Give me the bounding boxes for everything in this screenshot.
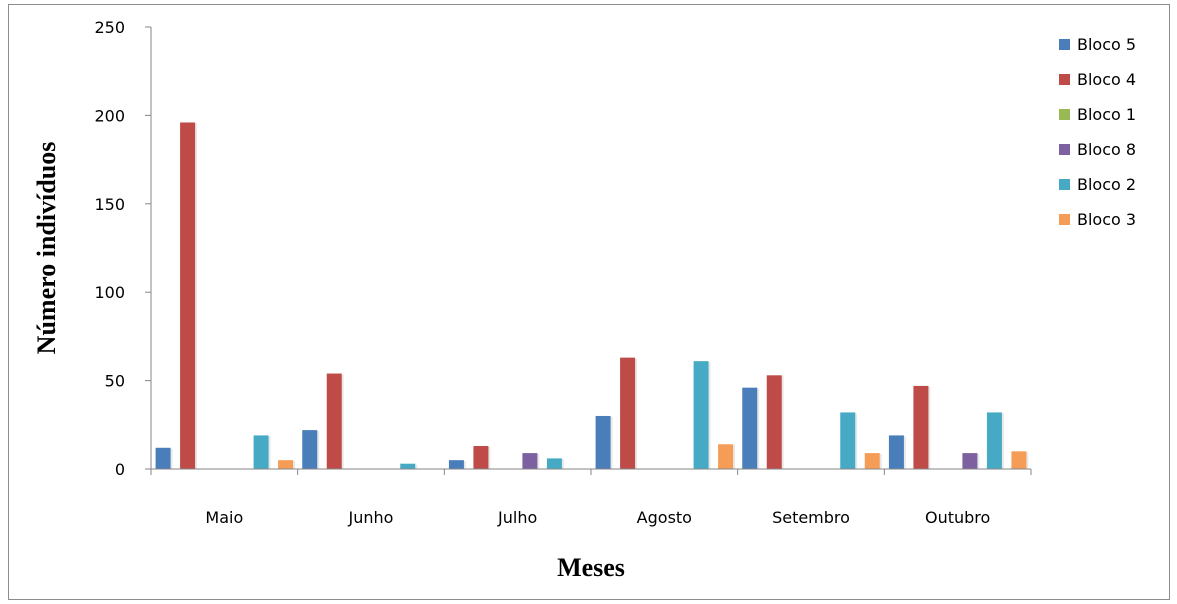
legend-label: Bloco 4 [1077,70,1136,89]
chart-frame [8,4,1170,600]
y-ticks-layer: 0 50 100 150 200 250 [94,18,151,479]
bar [253,435,269,469]
bar [888,435,904,469]
bar [278,460,294,469]
y-axis-title: Número indivíduos [32,142,61,355]
x-tick-label: Junho [348,508,394,527]
y-tick-label: 50 [105,372,125,391]
legend-swatch [1059,144,1070,155]
bar [718,444,734,469]
bar [913,385,929,469]
x-tick-label: Agosto [637,508,692,527]
bar [766,375,782,469]
legend-swatch [1059,39,1070,50]
y-tick-label: 150 [94,195,125,214]
bar [620,357,636,469]
legend-label: Bloco 1 [1077,105,1136,124]
bar [595,415,611,469]
legend-label: Bloco 5 [1077,35,1136,54]
bar [522,453,538,469]
bar [1011,451,1027,469]
legend-label: Bloco 2 [1077,175,1136,194]
bar [155,447,171,469]
bar [302,430,318,469]
bar [693,361,709,469]
bar [448,460,464,469]
bar [326,373,342,469]
bar [962,453,978,469]
legend-swatch [1059,109,1070,120]
bar [180,122,196,470]
bars-layer [155,122,1029,470]
legend-swatch [1059,179,1070,190]
bar [473,446,489,469]
x-axis-title: Meses [557,553,625,582]
x-tick-label: Setembro [772,508,850,527]
axes-layer [150,27,1031,470]
legend-label: Bloco 8 [1077,140,1136,159]
bar [400,463,416,469]
bar [986,412,1002,469]
legend-label: Bloco 3 [1077,210,1136,229]
y-tick-label: 100 [94,283,125,302]
y-tick-label: 0 [115,460,125,479]
y-tick-label: 200 [94,106,125,125]
x-tick-label: Outubro [925,508,990,527]
legend-swatch [1059,214,1070,225]
x-ticks-layer: Maio Junho Julho Agosto Setembro Outubro [150,469,1032,527]
bar [546,458,562,469]
bar [864,453,880,469]
x-tick-label: Maio [205,508,243,527]
bar [742,387,758,469]
x-tick-label: Julho [497,508,537,527]
bar [840,412,856,469]
legend: Bloco 5 Bloco 4 Bloco 1 Bloco 8 Bloco 2 Bloco… [1059,35,1136,229]
legend-swatch [1059,74,1070,85]
y-tick-label: 250 [94,18,125,37]
